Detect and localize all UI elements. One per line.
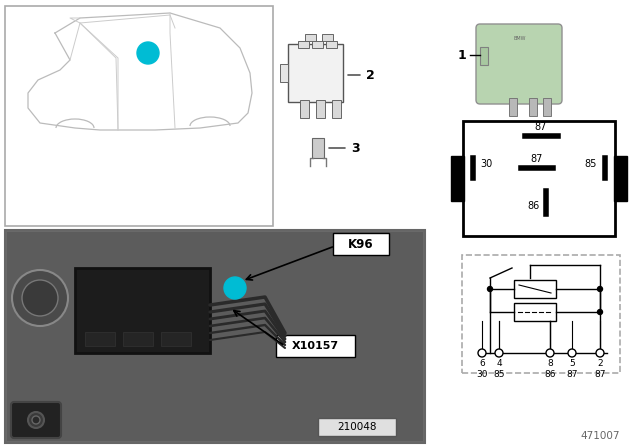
Text: 87: 87 xyxy=(595,370,605,379)
Bar xyxy=(480,47,488,65)
Circle shape xyxy=(224,277,246,299)
Bar xyxy=(332,100,341,118)
Bar xyxy=(312,41,323,48)
Bar xyxy=(298,41,309,48)
Bar xyxy=(280,64,288,82)
Circle shape xyxy=(28,412,44,428)
Text: K96: K96 xyxy=(348,237,374,250)
Bar xyxy=(305,34,316,41)
Bar xyxy=(5,230,425,443)
Bar xyxy=(318,418,396,436)
Circle shape xyxy=(495,349,503,357)
Circle shape xyxy=(478,349,486,357)
Text: 87: 87 xyxy=(531,154,543,164)
Circle shape xyxy=(32,416,40,424)
Bar xyxy=(316,100,325,118)
Bar xyxy=(614,156,627,201)
FancyBboxPatch shape xyxy=(476,24,562,104)
Text: 86: 86 xyxy=(544,370,556,379)
Bar xyxy=(326,41,337,48)
Text: 1: 1 xyxy=(230,281,239,294)
Bar xyxy=(312,138,324,158)
Bar xyxy=(463,121,615,236)
Circle shape xyxy=(596,349,604,357)
Bar xyxy=(161,332,191,346)
Text: 3: 3 xyxy=(352,142,360,155)
Text: 86: 86 xyxy=(527,201,539,211)
Text: 87: 87 xyxy=(566,370,578,379)
Text: 6: 6 xyxy=(479,358,485,367)
Bar xyxy=(543,98,551,116)
Bar xyxy=(529,98,537,116)
Bar xyxy=(123,332,153,346)
Circle shape xyxy=(598,310,602,314)
Text: 471007: 471007 xyxy=(580,431,620,441)
Text: 2: 2 xyxy=(365,69,374,82)
FancyBboxPatch shape xyxy=(276,335,355,357)
Circle shape xyxy=(488,287,493,292)
Text: 85: 85 xyxy=(493,370,505,379)
Circle shape xyxy=(598,287,602,292)
Bar xyxy=(7,232,423,441)
Bar xyxy=(514,280,556,298)
Bar xyxy=(300,100,309,118)
Circle shape xyxy=(137,42,159,64)
Bar xyxy=(5,6,273,226)
Text: 2: 2 xyxy=(597,358,603,367)
Text: 1: 1 xyxy=(458,48,467,61)
Bar xyxy=(462,255,620,373)
Text: 4: 4 xyxy=(496,358,502,367)
Bar xyxy=(451,156,464,201)
Circle shape xyxy=(546,349,554,357)
Bar xyxy=(322,34,333,41)
Text: 1: 1 xyxy=(143,47,152,60)
FancyBboxPatch shape xyxy=(11,402,61,438)
FancyBboxPatch shape xyxy=(333,233,389,255)
Circle shape xyxy=(22,280,58,316)
Bar xyxy=(514,303,556,321)
Circle shape xyxy=(568,349,576,357)
Text: X10157: X10157 xyxy=(291,341,339,351)
Text: 85: 85 xyxy=(585,159,597,169)
Circle shape xyxy=(12,270,68,326)
Text: 210048: 210048 xyxy=(337,422,377,432)
Text: 8: 8 xyxy=(547,358,553,367)
Text: 30: 30 xyxy=(476,370,488,379)
Bar xyxy=(75,268,210,353)
Text: 30: 30 xyxy=(480,159,492,169)
Bar xyxy=(288,44,343,102)
Bar xyxy=(85,332,115,346)
Text: 87: 87 xyxy=(535,122,547,132)
Text: BMW: BMW xyxy=(514,35,526,40)
Bar xyxy=(509,98,517,116)
Text: 5: 5 xyxy=(569,358,575,367)
